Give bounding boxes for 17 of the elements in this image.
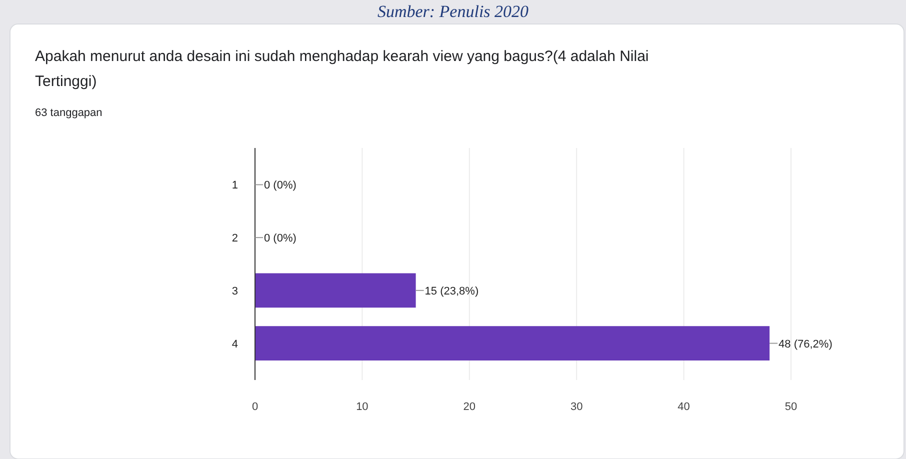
text: 63 tanggapan [35, 107, 102, 119]
data-label: 48 (76,2%) [778, 338, 832, 350]
chart-title: Apakah menurut anda desain ini sudah menghadap kearah view yang bagus?(4 adalah Nilai Tertinggi) [35, 48, 649, 90]
y-tick-label: 2 [232, 232, 238, 245]
text: Sumber: Penulis 2020 [377, 2, 530, 21]
y-tick-label: 4 [232, 338, 238, 350]
y-tick-label: 1 [232, 180, 238, 192]
x-tick-label: 0 [252, 401, 258, 413]
x-tick-label: 30 [570, 401, 583, 413]
x-tick-label: 20 [463, 401, 476, 413]
x-tick-label: 50 [784, 401, 798, 413]
x-tick-label: 10 [356, 401, 368, 413]
data-label: 0 (0%) [264, 232, 296, 245]
x-tick-label: 40 [678, 401, 690, 413]
data-label: 15 (23,8%) [424, 285, 479, 298]
y-tick-label: 3 [232, 285, 238, 298]
data-label: 0 (0%) [264, 180, 296, 192]
